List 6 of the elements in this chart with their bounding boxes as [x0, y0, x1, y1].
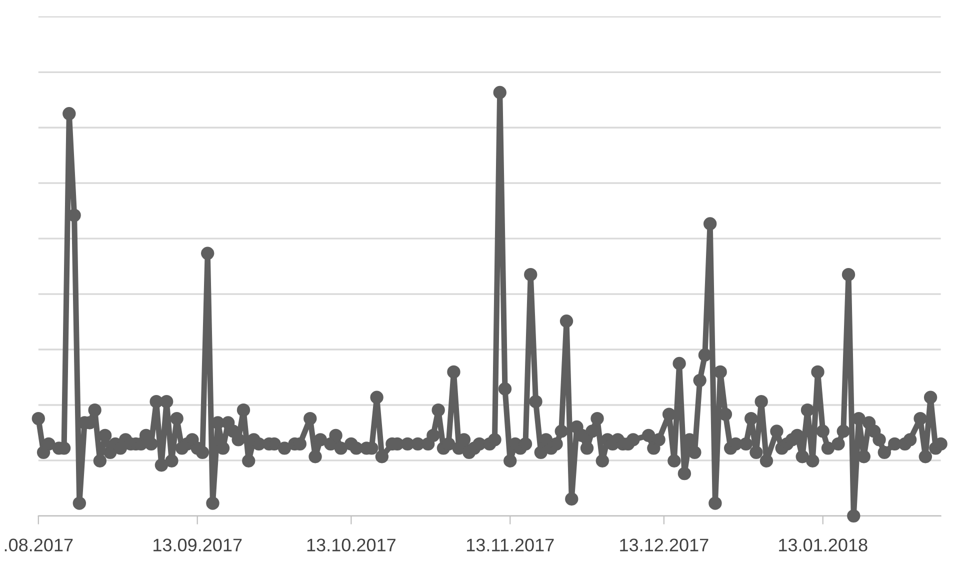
x-tick-label: 13.01.2018 [779, 538, 868, 552]
x-tick-label: 13.12.2017 [620, 538, 708, 552]
x-tick-label: .08.2017 [4, 538, 73, 552]
x-tick-label: 13.11.2017 [466, 538, 554, 552]
x-tick-label: 13.09.2017 [154, 538, 242, 552]
x-tick-label: 13.10.2017 [307, 538, 396, 552]
